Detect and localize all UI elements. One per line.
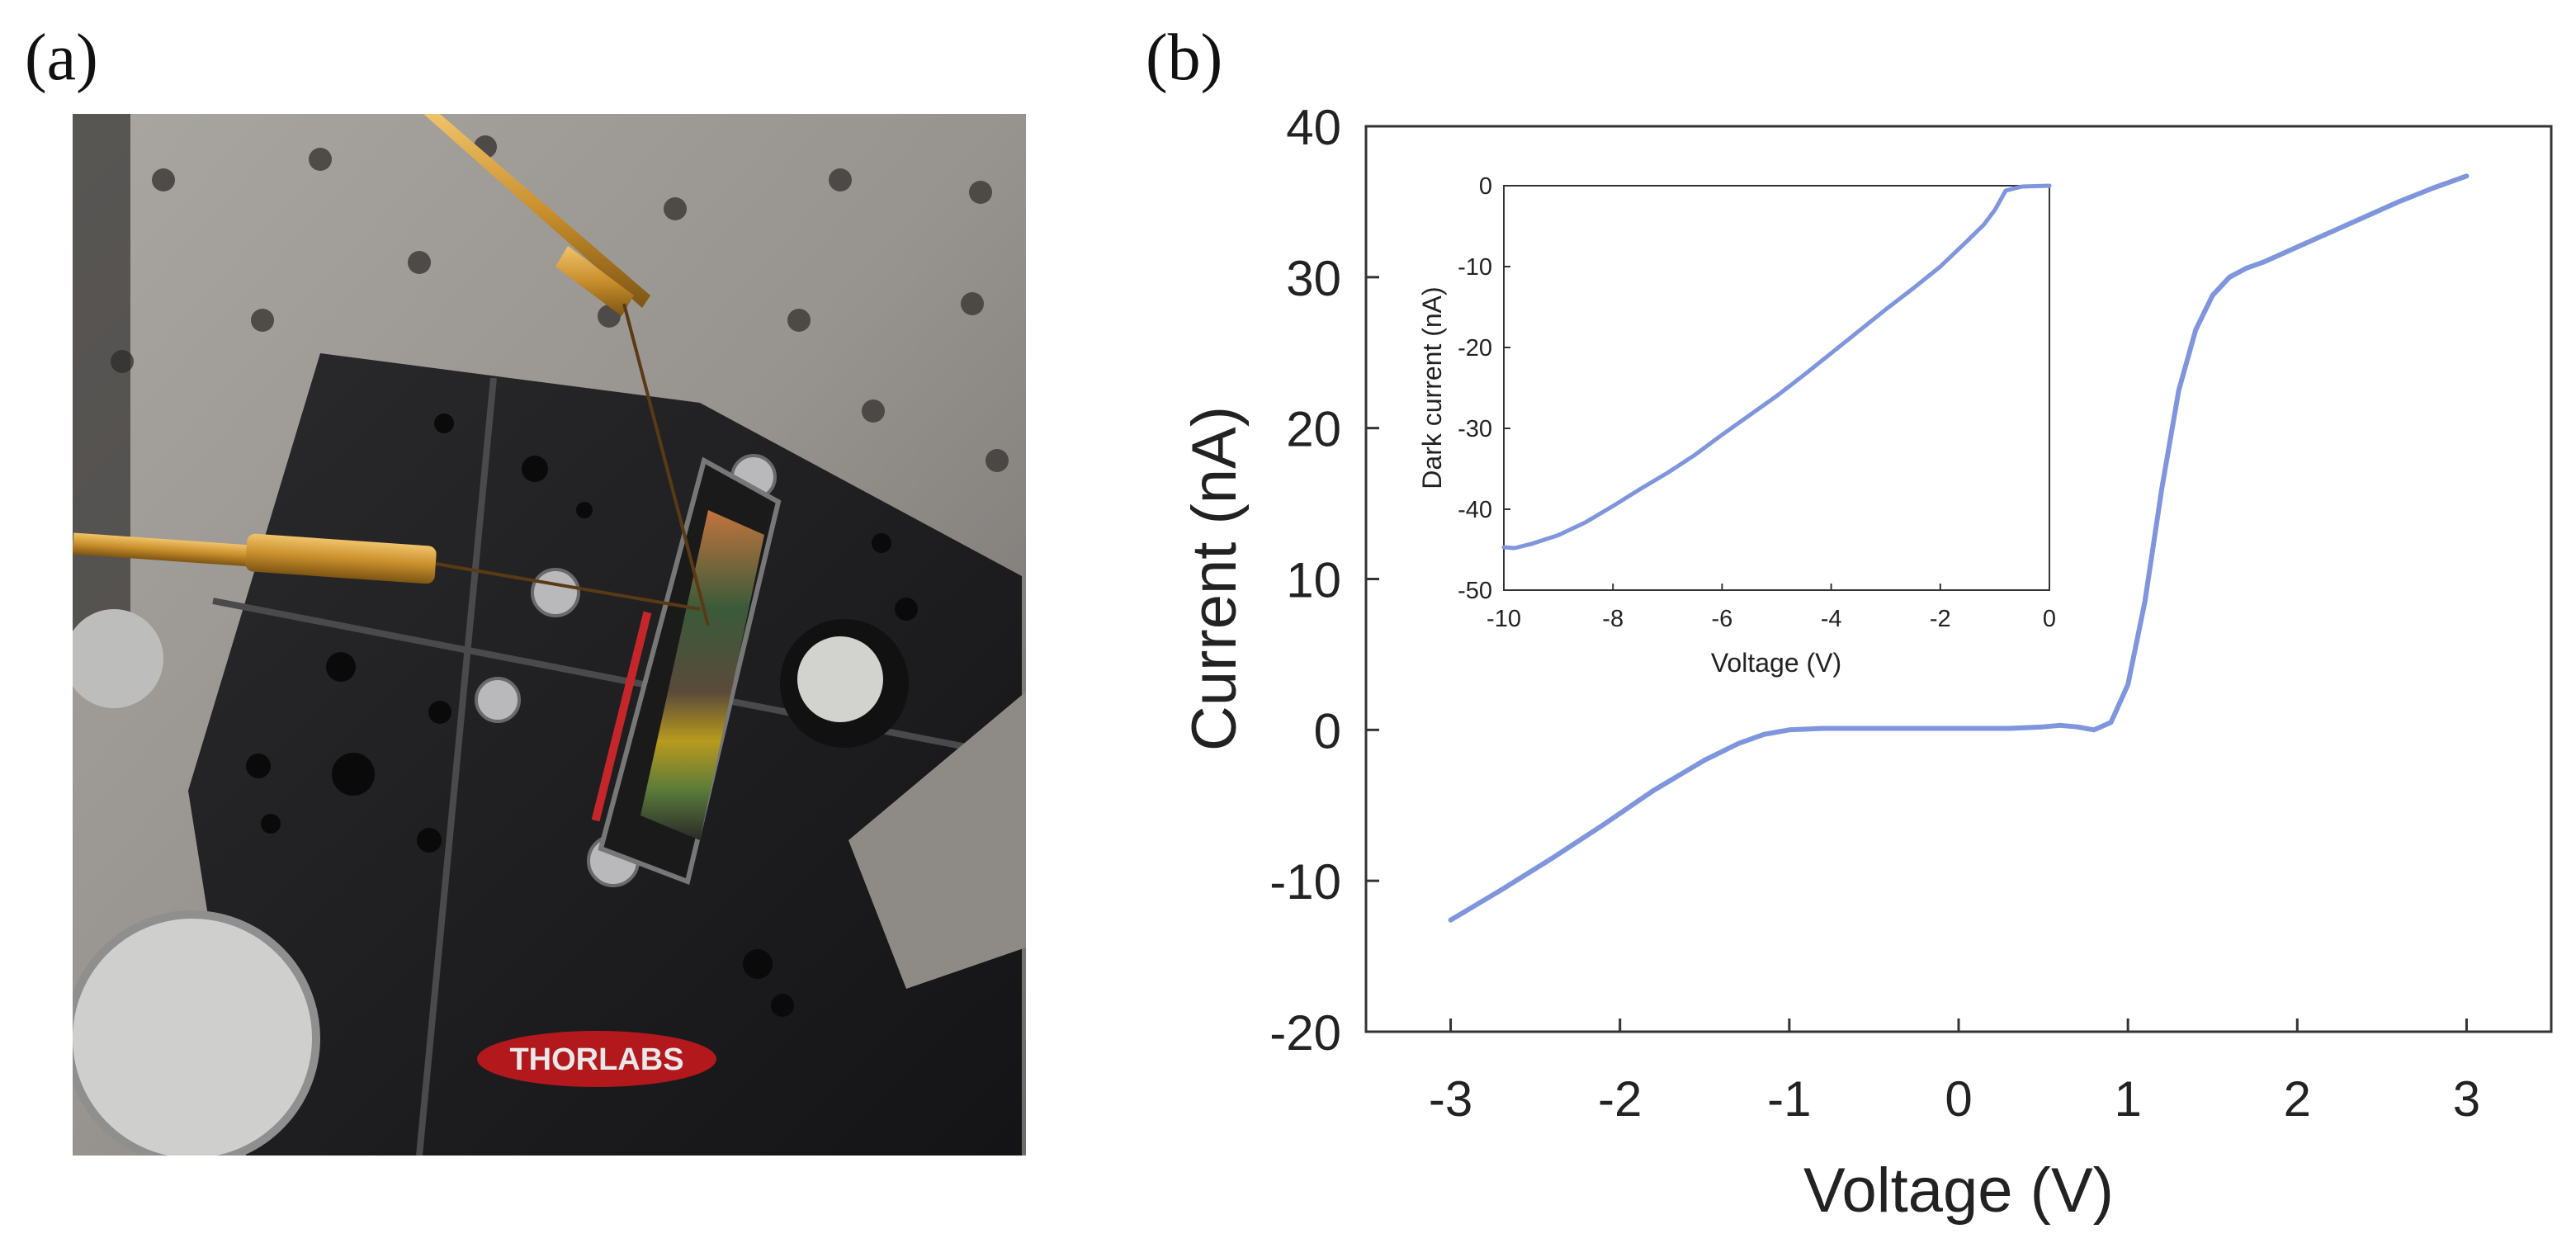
inset-y-tick-label: -50 bbox=[1458, 578, 1492, 604]
inset-x-tick-label: 0 bbox=[2043, 606, 2056, 632]
brand-label: THORLABS bbox=[509, 1042, 683, 1077]
main-x-tick-label: 1 bbox=[2114, 1071, 2141, 1127]
inset-y-tick-label: 0 bbox=[1479, 173, 1492, 200]
main-y-tick-label: 10 bbox=[1286, 553, 1341, 608]
main-y-tick-label: 30 bbox=[1286, 251, 1341, 306]
main-y-tick-label: 40 bbox=[1286, 100, 1341, 155]
inset-x-tick-label: -8 bbox=[1602, 606, 1624, 632]
inset-plot-frame bbox=[1503, 185, 2050, 591]
inset-y-tick-label: -10 bbox=[1458, 254, 1492, 281]
main-y-tick-label: 20 bbox=[1286, 402, 1341, 457]
main-x-tick-label: 0 bbox=[1945, 1071, 1972, 1127]
inset-x-axis-label: Voltage (V) bbox=[1711, 648, 1841, 678]
inset-y-axis-label: Dark current (nA) bbox=[1417, 286, 1447, 489]
inset-x-tick-label: -2 bbox=[1930, 606, 1951, 632]
main-x-tick-label: 2 bbox=[2284, 1071, 2311, 1127]
main-x-axis-label: Voltage (V) bbox=[1803, 1156, 2114, 1226]
main-x-tick-label: -1 bbox=[1767, 1071, 1811, 1127]
main-x-tick-label: 3 bbox=[2453, 1071, 2480, 1127]
panel-label-b: (b) bbox=[1146, 21, 1223, 94]
main-y-axis-label: Current (nA) bbox=[1179, 406, 1250, 751]
inset-x-tick-label: -4 bbox=[1821, 606, 1842, 632]
main-x-tick-label: -2 bbox=[1598, 1071, 1642, 1127]
inset-x-tick-label: -6 bbox=[1712, 606, 1733, 632]
inset-y-tick-label: -20 bbox=[1458, 335, 1492, 362]
inset-x-tick-label: -10 bbox=[1487, 606, 1521, 632]
main-iv-curve bbox=[1448, 173, 2470, 923]
inset-y-tick-label: -30 bbox=[1458, 416, 1492, 442]
main-x-tick-label: -3 bbox=[1429, 1071, 1472, 1127]
probe-station-photo: THORLABS bbox=[73, 114, 1026, 1156]
main-y-tick-label: 0 bbox=[1314, 703, 1341, 759]
main-y-tick-label: -10 bbox=[1269, 854, 1341, 910]
inset-y-tick-label: -40 bbox=[1458, 497, 1492, 523]
main-y-tick-label: -20 bbox=[1269, 1005, 1341, 1061]
panel-label-a: (a) bbox=[25, 21, 98, 94]
inset-dark-current-curve bbox=[1501, 183, 2052, 551]
